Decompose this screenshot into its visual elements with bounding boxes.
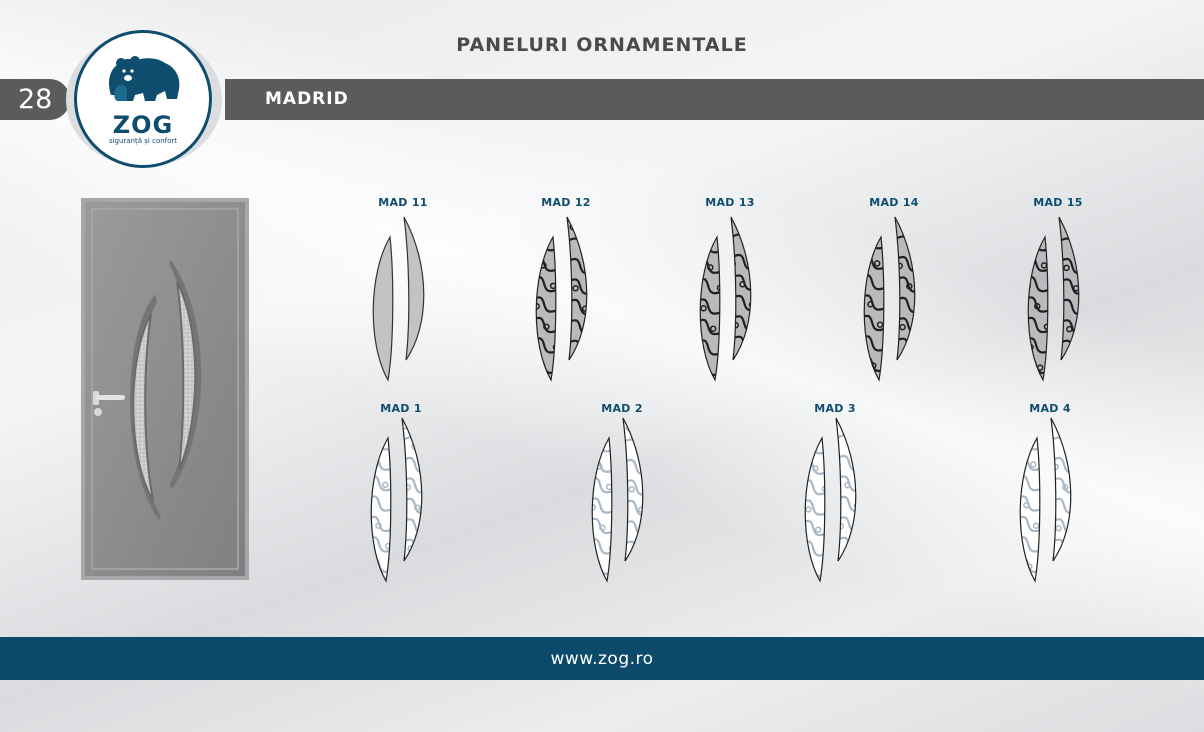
ornamental-panel-swatch[interactable] xyxy=(1015,416,1085,596)
page-number-tab: 28 xyxy=(0,79,70,120)
panel-code-label: MAD 2 xyxy=(601,402,643,415)
logo: ZOG siguranță și confort xyxy=(74,30,212,168)
panel-code-label: MAD 4 xyxy=(1029,402,1071,415)
logo-name: ZOG xyxy=(112,111,174,139)
ornamental-panel-swatch[interactable] xyxy=(1023,215,1093,395)
panel-code-label: MAD 13 xyxy=(705,196,755,209)
ornamental-panel-swatch[interactable] xyxy=(366,416,436,596)
ornamental-panel-swatch[interactable] xyxy=(695,215,765,395)
panel-code-label: MAD 1 xyxy=(380,402,422,415)
panel-code-label: MAD 15 xyxy=(1033,196,1083,209)
panel-code-label: MAD 3 xyxy=(814,402,856,415)
model-bar: MADRID xyxy=(225,79,1204,120)
ornamental-panel-swatch[interactable] xyxy=(800,416,870,596)
bear-icon xyxy=(109,56,180,101)
footer-bar: www.zog.ro xyxy=(0,637,1204,680)
ornamental-panel-swatch[interactable] xyxy=(531,215,601,395)
panel-code-label: MAD 11 xyxy=(378,196,428,209)
panel-code-label: MAD 14 xyxy=(869,196,919,209)
website-link[interactable]: www.zog.ro xyxy=(550,649,654,669)
logo-tagline: siguranță și confort xyxy=(108,137,178,145)
door-illustration xyxy=(81,198,249,580)
ornamental-panel-swatch[interactable] xyxy=(859,215,929,395)
model-name: MADRID xyxy=(265,89,349,109)
page-title-text: PANELURI ORNAMENTALE xyxy=(456,34,748,56)
ornamental-panel-swatch[interactable] xyxy=(368,215,438,395)
panel-code-label: MAD 12 xyxy=(541,196,591,209)
ornamental-panel-swatch[interactable] xyxy=(587,416,657,596)
page-title: PANELURI ORNAMENTALE xyxy=(0,34,1204,56)
page-number: 28 xyxy=(18,84,53,115)
